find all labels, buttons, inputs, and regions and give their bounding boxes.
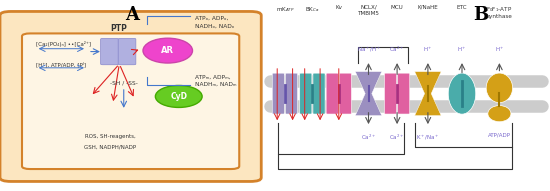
- FancyBboxPatch shape: [101, 38, 118, 65]
- Text: Ca$^{2+}$: Ca$^{2+}$: [361, 133, 376, 142]
- Text: K/NaHE: K/NaHE: [417, 5, 438, 10]
- FancyBboxPatch shape: [326, 73, 338, 114]
- FancyBboxPatch shape: [313, 73, 325, 114]
- FancyBboxPatch shape: [285, 73, 298, 114]
- Text: BK$_{Ca}$: BK$_{Ca}$: [305, 5, 320, 14]
- Text: H$^+$: H$^+$: [494, 45, 504, 54]
- Text: [Ca₂(PO₄)ₙ] ••[Ca²⁺]: [Ca₂(PO₄)ₙ] ••[Ca²⁺]: [36, 41, 91, 47]
- Text: -SH / -SS-: -SH / -SS-: [110, 81, 138, 86]
- Ellipse shape: [448, 73, 476, 114]
- FancyBboxPatch shape: [398, 73, 410, 114]
- Text: [H⁺], ATP/ADP, [Pᴵ]: [H⁺], ATP/ADP, [Pᴵ]: [36, 61, 86, 67]
- Text: K$^+$/Na$^+$: K$^+$/Na$^+$: [416, 133, 439, 142]
- Text: A: A: [125, 6, 139, 24]
- Text: ROS, SH-reagents,: ROS, SH-reagents,: [85, 134, 135, 139]
- Text: NADHₘ, NADₘ: NADHₘ, NADₘ: [195, 82, 236, 87]
- Text: Ca$^{2+}$: Ca$^{2+}$: [389, 45, 405, 54]
- Text: H$^+$: H$^+$: [457, 45, 467, 54]
- Text: AR: AR: [161, 46, 174, 55]
- FancyBboxPatch shape: [272, 73, 284, 114]
- FancyBboxPatch shape: [384, 73, 397, 114]
- Text: B: B: [474, 6, 489, 24]
- Ellipse shape: [155, 85, 202, 107]
- FancyBboxPatch shape: [0, 11, 261, 181]
- Text: ETC: ETC: [456, 5, 468, 10]
- Text: ATPₒ, ADPₒ,: ATPₒ, ADPₒ,: [195, 16, 229, 21]
- Text: ATP/ADP: ATP/ADP: [488, 133, 511, 138]
- Ellipse shape: [486, 73, 513, 103]
- Polygon shape: [415, 72, 441, 116]
- Text: Ca$^{2+}$: Ca$^{2+}$: [389, 133, 405, 142]
- Text: NCLX/
TMBIM5: NCLX/ TMBIM5: [358, 5, 379, 16]
- FancyBboxPatch shape: [339, 73, 351, 114]
- Text: GSH, NADPH/NADP: GSH, NADPH/NADP: [84, 144, 136, 149]
- Text: NADHₒ, NADₒ: NADHₒ, NADₒ: [195, 24, 234, 29]
- Text: CyD: CyD: [170, 92, 187, 101]
- Text: MCU: MCU: [390, 5, 404, 10]
- FancyBboxPatch shape: [118, 38, 136, 65]
- Polygon shape: [355, 72, 382, 116]
- Text: H$^+$: H$^+$: [423, 45, 433, 54]
- Text: PTP: PTP: [110, 24, 126, 33]
- Text: Na$^+$/H$^+$: Na$^+$/H$^+$: [356, 45, 381, 54]
- Text: ATPₘ, ADPₘ,: ATPₘ, ADPₘ,: [195, 74, 231, 79]
- Text: Kv: Kv: [336, 5, 342, 10]
- Text: mK$_{ATP}$: mK$_{ATP}$: [276, 5, 294, 14]
- Ellipse shape: [488, 105, 511, 122]
- Text: F$_0$F$_1$-ATP
synthase: F$_0$F$_1$-ATP synthase: [486, 5, 513, 19]
- FancyBboxPatch shape: [22, 33, 239, 169]
- Ellipse shape: [143, 38, 192, 63]
- FancyBboxPatch shape: [300, 73, 312, 114]
